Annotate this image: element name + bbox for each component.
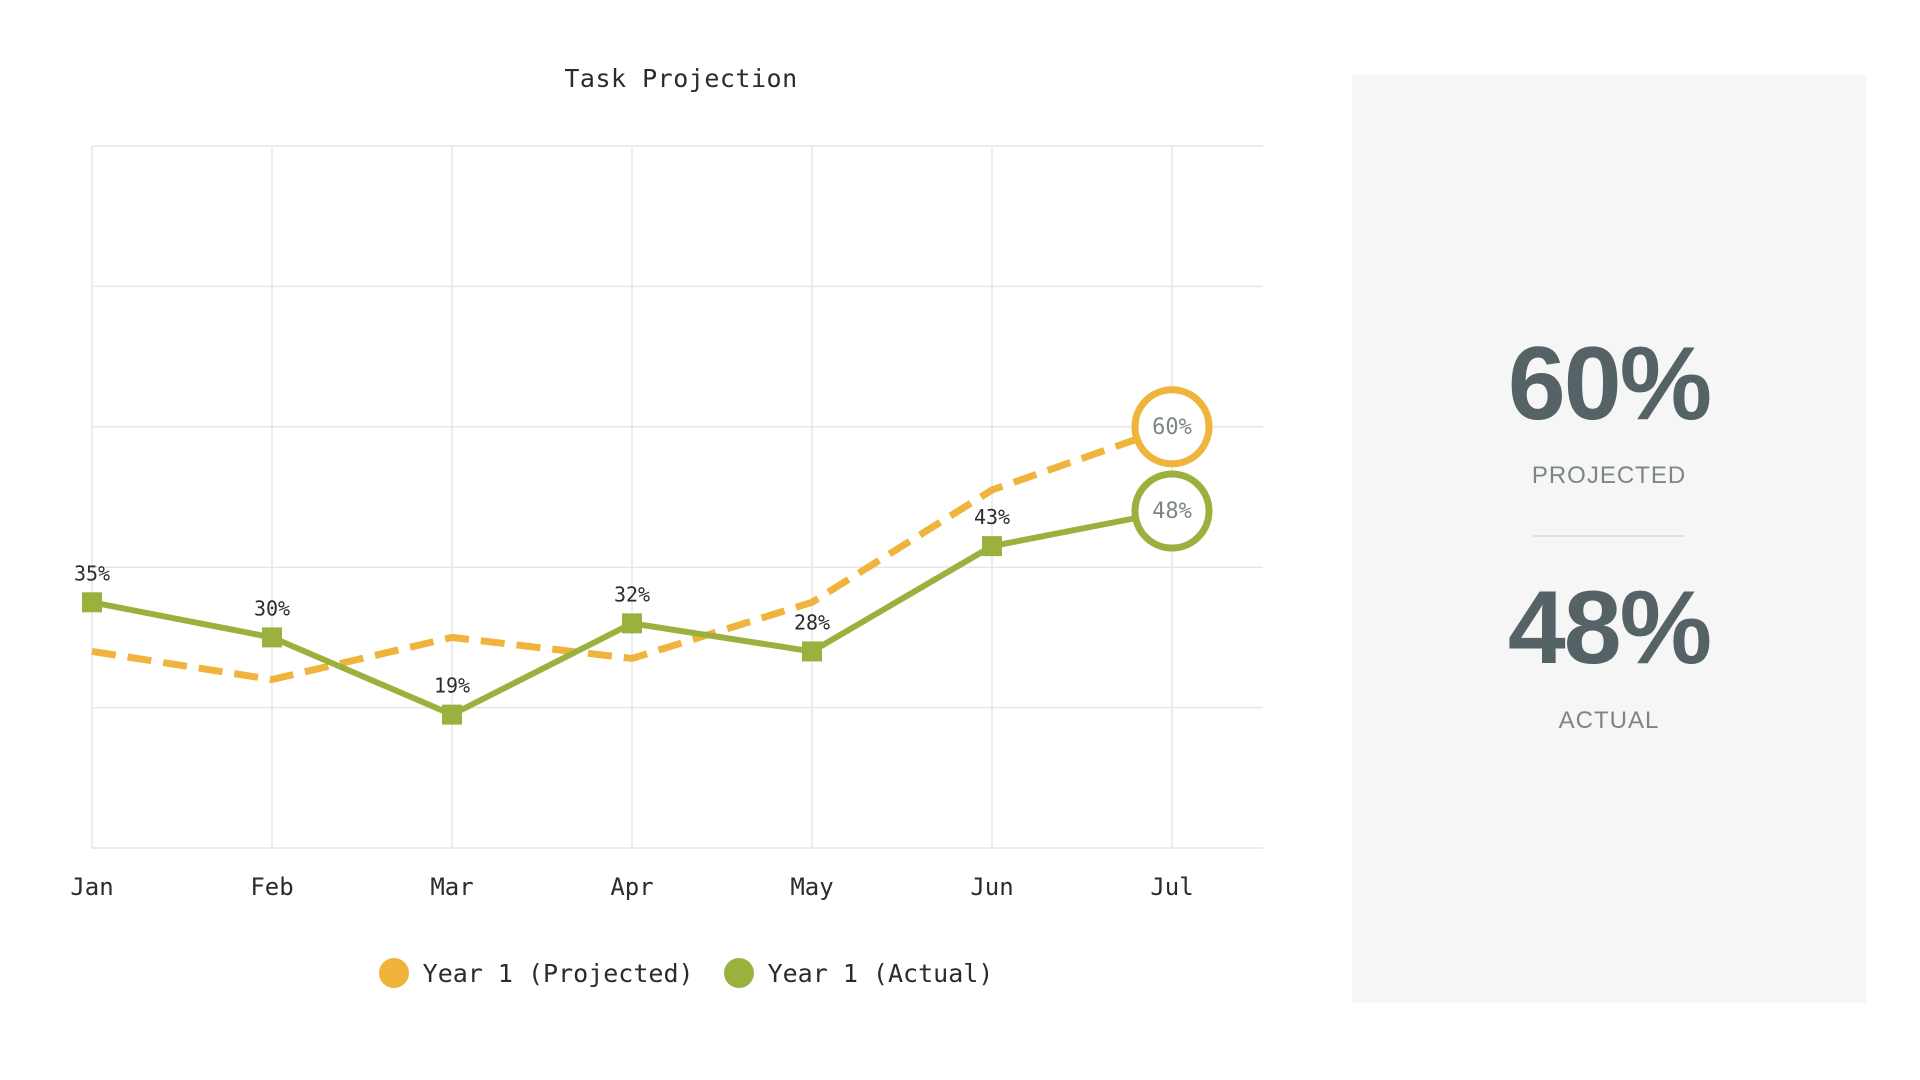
projected-stat-label: PROJECTED	[1531, 462, 1687, 489]
legend-label-actual: Year 1 (Actual)	[767, 958, 994, 988]
actual-end-label: 48%	[1152, 499, 1192, 524]
data-label-actual: 32%	[614, 582, 650, 606]
projected-end-marker	[1131, 386, 1213, 468]
x-tick-label: Jan	[70, 873, 113, 901]
x-tick-label: Feb	[250, 873, 293, 901]
data-point-actual	[442, 704, 462, 725]
data-point-actual	[82, 592, 102, 613]
projected-end-label: 60%	[1152, 415, 1192, 440]
x-tick-label: Jul	[1150, 873, 1193, 901]
chart-legend: Year 1 (Projected) Year 1 (Actual)	[0, 958, 1372, 988]
x-tick-label: Jun	[970, 873, 1013, 901]
data-point-actual	[982, 536, 1002, 557]
data-point-actual	[622, 613, 642, 634]
summary-panel: 60% PROJECTED 48% ACTUAL	[1352, 75, 1866, 1003]
data-label-actual: 43%	[974, 505, 1010, 529]
legend-dot-actual-icon	[723, 958, 754, 988]
data-label-actual: 19%	[434, 674, 470, 698]
data-label-actual: 30%	[254, 596, 290, 620]
series-line-projected	[91, 423, 1174, 684]
legend-label-projected: Year 1 (Projected)	[422, 958, 694, 988]
chart-title: Task Projection	[564, 64, 798, 93]
stat-divider	[1533, 535, 1685, 537]
data-point-actual	[802, 641, 822, 662]
data-label-actual: 28%	[794, 610, 830, 634]
actual-stat-value: 48%	[1507, 570, 1712, 686]
legend-item-actual[interactable]: Year 1 (Actual)	[723, 958, 994, 988]
x-tick-label: May	[790, 873, 833, 901]
data-point-actual	[262, 627, 282, 648]
legend-item-projected[interactable]: Year 1 (Projected)	[378, 958, 694, 988]
legend-dot-projected-icon	[378, 958, 409, 988]
line-chart: Jan Feb Mar Apr May Jun Jul 35% 30% 19% 32% 28% 43% 6…	[70, 145, 1263, 901]
actual-stat-label: ACTUAL	[1558, 707, 1660, 734]
data-label-actual: 35%	[74, 561, 110, 585]
projected-stat-value: 60%	[1507, 326, 1712, 442]
x-tick-label: Apr	[610, 873, 653, 901]
x-tick-label: Mar	[430, 873, 473, 901]
actual-end-marker	[1131, 470, 1213, 552]
